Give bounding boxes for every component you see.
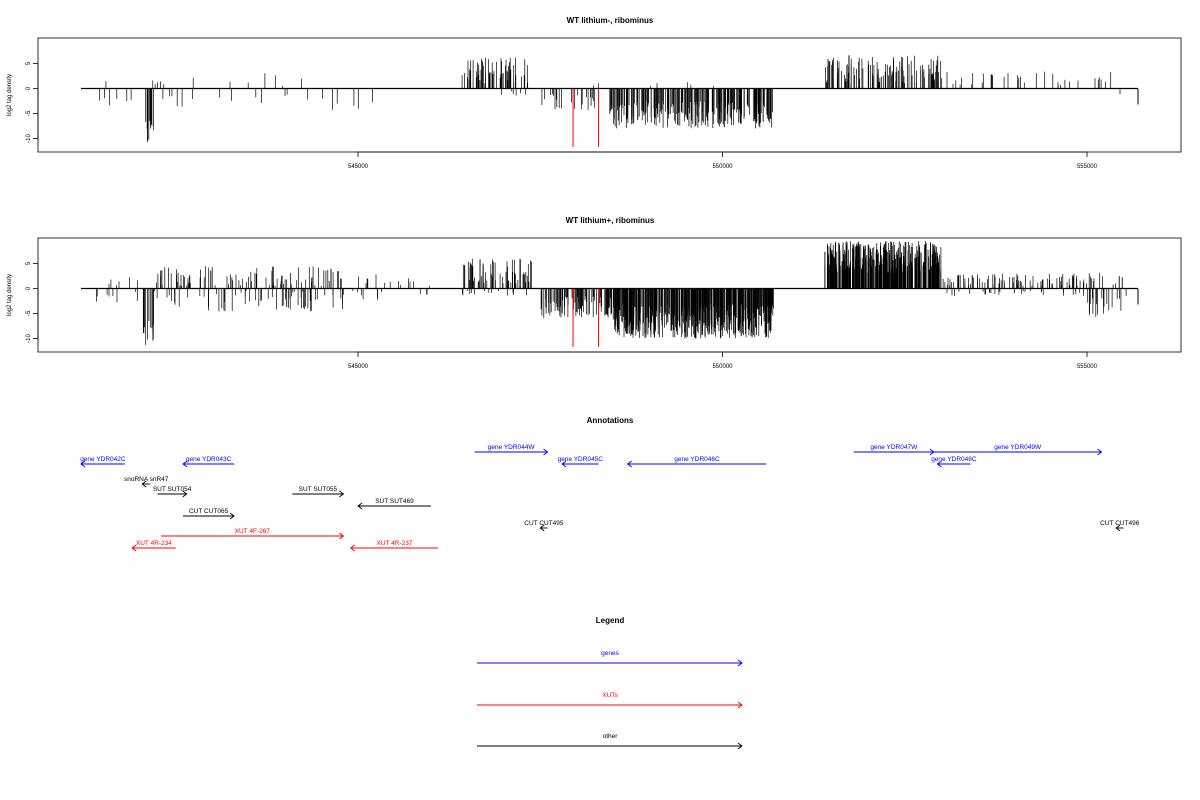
feature-xut: XUT 4R-234	[131, 540, 176, 552]
feature-label: SUT SUT469	[375, 498, 414, 505]
feature-other: CUT CUT495	[524, 520, 564, 532]
y-tick-label: -5	[26, 310, 32, 316]
feature-arrowhead	[737, 742, 743, 750]
feature-label: gene YDR047W	[870, 444, 918, 451]
feature-xut: XUT 4F-267	[161, 528, 345, 540]
legend-label: XUTs	[602, 692, 618, 699]
feature-label: gene YDR043C	[186, 456, 232, 463]
y-tick-label: 0	[26, 86, 32, 90]
feature-other: CUT CUT065	[183, 508, 235, 520]
highlight-lines	[572, 288, 600, 347]
legend-item: XUTs	[477, 692, 743, 709]
feature-other: CUT CUT496	[1100, 520, 1140, 532]
panel-title: WT lithium-, ribominus	[567, 16, 654, 25]
feature-gene: gene YDR047W	[853, 444, 935, 456]
legend-title: Legend	[596, 616, 625, 625]
y-axis-label: log2 tag density	[7, 274, 13, 316]
feature-gene: gene YDR045C	[558, 456, 604, 468]
feature-arrowhead	[349, 544, 355, 552]
y-tick-label: -5	[26, 110, 32, 116]
feature-gene: gene YDR042C	[80, 456, 126, 468]
track-panel-lithium-minus: WT lithium-, ribominus log2 tag density …	[7, 16, 1182, 170]
y-tick-label: 5	[26, 261, 32, 265]
feature-arrowhead	[182, 460, 188, 468]
x-tick-label: 550000	[712, 364, 733, 370]
feature-arrowhead	[357, 502, 363, 510]
legend-item: genes	[477, 650, 743, 667]
feature-arrowhead	[182, 490, 188, 498]
feature-arrowhead	[229, 512, 235, 520]
x-tick-label: 550000	[712, 164, 733, 170]
feature-label: gene YDR045C	[558, 456, 604, 463]
feature-label: XUT 4R-234	[136, 540, 172, 547]
x-tick-label: 545000	[348, 164, 369, 170]
feature-other: snoRNA snR47	[124, 476, 169, 488]
feature-arrowhead	[1115, 524, 1121, 532]
feature-arrowhead	[339, 490, 345, 498]
annotations-panel: Annotations gene YDR042C gene YDR043C gene…	[80, 416, 1140, 552]
x-axis-ticks: 545000 550000 555000	[348, 351, 1098, 370]
x-tick-label: 555000	[1077, 164, 1098, 170]
x-tick-label: 555000	[1077, 364, 1098, 370]
feature-arrowhead	[543, 448, 549, 456]
feature-label: gene YDR048C	[931, 456, 977, 463]
highlight-lines	[572, 88, 600, 147]
feature-label: XUT 4R-237	[376, 540, 412, 547]
feature-xut: XUT 4R-237	[349, 540, 439, 552]
y-axis-ticks: -10 -5 0 5	[26, 61, 39, 143]
y-tick-label: -10	[26, 334, 32, 343]
feature-arrowhead	[561, 460, 567, 468]
feature-label: gene YDR042C	[80, 456, 126, 463]
annotations-title: Annotations	[587, 416, 634, 425]
feature-gene: gene YDR046C	[626, 456, 767, 468]
feature-arrowhead	[339, 532, 345, 540]
feature-arrowhead	[737, 701, 743, 709]
feature-arrowhead	[936, 460, 942, 468]
feature-gene: gene YDR043C	[182, 456, 235, 468]
panel-title: WT lithium+, ribominus	[566, 216, 655, 225]
feature-label: XUT 4F-267	[235, 528, 271, 535]
feature-label: snoRNA snR47	[124, 476, 169, 483]
feature-label: SUT SUT054	[153, 486, 192, 493]
feature-label: gene YDR044W	[488, 444, 536, 451]
x-tick-label: 545000	[348, 364, 369, 370]
y-axis-ticks: -10 -5 0 5	[26, 261, 39, 343]
feature-arrowhead	[626, 460, 632, 468]
feature-other: SUT SUT054	[153, 486, 192, 498]
legend-label: other	[603, 733, 619, 740]
feature-gene: gene YDR044W	[474, 444, 549, 456]
signal-bars	[81, 55, 1139, 143]
feature-label: gene YDR046C	[674, 456, 720, 463]
feature-label: CUT CUT495	[524, 520, 564, 527]
y-tick-label: 0	[26, 286, 32, 290]
signal-bars	[81, 241, 1139, 345]
y-tick-label: 5	[26, 61, 32, 65]
feature-arrowhead	[737, 659, 743, 667]
feature-arrowhead	[80, 460, 86, 468]
feature-label: CUT CUT065	[189, 508, 229, 515]
legend-item: other	[477, 733, 743, 750]
feature-gene: gene YDR049W	[933, 444, 1103, 456]
feature-arrowhead	[539, 524, 545, 532]
legend-panel: Legend genes XUTs other	[477, 616, 743, 750]
y-tick-label: -10	[26, 134, 32, 143]
y-axis-label: log2 tag density	[7, 74, 13, 116]
feature-arrowhead	[1097, 448, 1103, 456]
feature-label: CUT CUT496	[1100, 520, 1140, 527]
feature-gene: gene YDR048C	[931, 456, 977, 468]
legend-label: genes	[601, 650, 619, 657]
feature-label: gene YDR049W	[994, 444, 1042, 451]
feature-arrowhead	[141, 480, 147, 488]
feature-label: SUT SUT055	[299, 486, 338, 493]
track-panel-lithium-plus: WT lithium+, ribominus log2 tag density …	[7, 216, 1182, 370]
x-axis-ticks: 545000 550000 555000	[348, 151, 1098, 170]
feature-other: SUT SUT469	[357, 498, 431, 510]
feature-other: SUT SUT055	[292, 486, 345, 498]
feature-arrowhead	[131, 544, 137, 552]
